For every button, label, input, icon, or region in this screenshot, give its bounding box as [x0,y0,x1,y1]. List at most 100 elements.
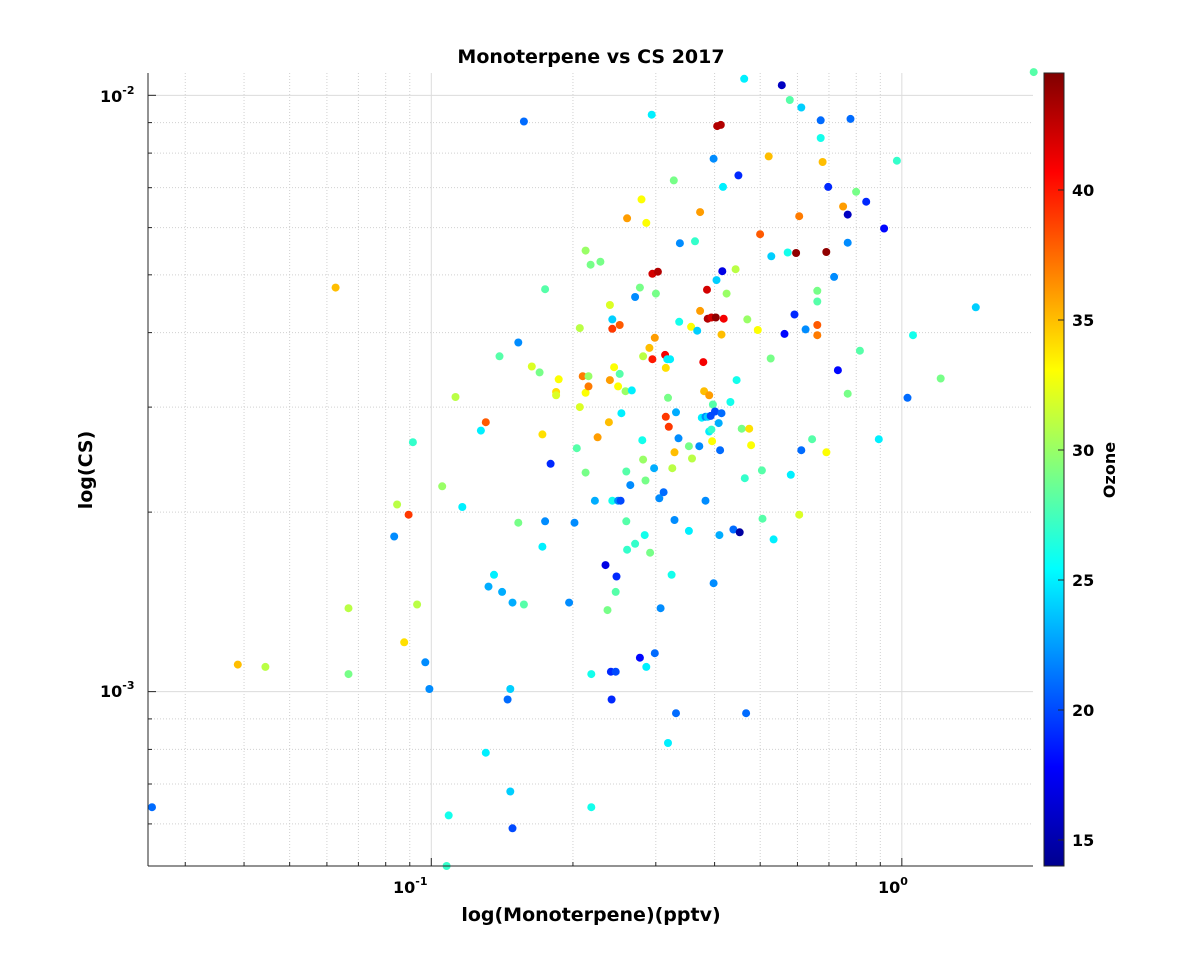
data-point-29 [508,598,517,607]
svg-text:10-2: 10-2 [100,84,135,106]
data-point-185 [753,326,762,334]
data-point-13 [425,685,434,693]
data-point-89 [631,539,640,548]
svg-text:10-3: 10-3 [100,679,135,701]
data-point-61 [596,257,605,266]
data-point-217 [833,366,842,375]
data-point-19 [476,426,485,435]
data-point-99 [642,218,651,227]
data-point-220 [843,238,852,247]
data-point-160 [712,276,721,285]
data-point-189 [764,152,773,161]
data-point-22 [484,582,493,591]
data-point-177 [735,528,744,537]
data-point-216 [830,272,839,281]
data-point-172 [726,398,735,406]
colorbar-ticks: 15 20 25 30 35 40 [1058,181,1094,850]
data-point-200 [795,212,804,221]
data-point-184 [747,441,756,450]
data-point-97 [640,531,649,540]
data-point-192 [769,535,778,544]
data-point-229 [903,393,912,402]
data-point-119 [664,739,672,747]
data-point-196 [785,96,794,104]
data-point-127 [672,408,680,417]
data-point-173 [729,525,738,534]
data-point-219 [843,389,852,398]
data-point-64 [604,418,613,427]
data-point-215 [824,182,833,191]
data-point-12 [421,658,430,667]
minor-grid [148,73,1033,866]
svg-text:100: 100 [878,875,908,897]
data-point-214 [822,448,831,457]
data-point-134 [687,322,696,331]
axis-ticks [148,94,903,866]
colorbar-tick-label: 40 [1072,181,1094,200]
data-point-34 [519,117,528,126]
data-point-176 [734,171,743,180]
data-point-58 [587,670,596,679]
data-point-113 [659,488,668,497]
data-point-108 [650,333,659,342]
data-point-130 [675,317,684,326]
data-point-78 [615,369,624,378]
data-point-187 [757,466,766,475]
data-point-77 [614,382,623,391]
data-point-3 [331,283,340,292]
data-point-201 [795,510,804,519]
data-point-82 [621,387,630,396]
data-point-230 [909,331,917,340]
data-point-131 [675,239,684,248]
data-point-28 [506,787,515,796]
data-point-38 [538,430,547,439]
data-point-202 [797,103,806,112]
data-point-136 [691,237,699,246]
data-point-44 [554,375,563,384]
data-point-154 [708,437,717,446]
data-point-1 [233,660,242,669]
data-point-123 [668,464,677,473]
data-point-227 [880,224,889,233]
data-point-158 [711,407,719,416]
data-point-225 [862,197,871,206]
data-point-91 [635,653,644,662]
data-point-193 [777,81,786,90]
data-point-41 [546,459,555,468]
data-point-203 [797,446,806,455]
data-point-129 [674,434,683,443]
data-point-222 [846,114,855,123]
data-point-33 [519,600,528,609]
data-point-103 [647,110,656,119]
data-point-40 [541,285,550,294]
data-point-55 [584,372,593,381]
data-point-145 [701,496,710,505]
data-point-17 [451,393,460,401]
data-point-87 [626,481,635,490]
data-point-11 [413,600,422,609]
data-point-101 [645,343,654,352]
data-point-35 [527,362,536,371]
data-point-125 [670,448,679,457]
chart-title: Monoterpene vs CS 2017 [457,46,724,68]
data-point-199 [792,249,801,257]
data-point-198 [790,310,799,319]
data-point-140 [696,306,705,315]
y-axis-label: log(CS) [75,431,97,510]
data-point-72 [610,363,619,372]
data-point-46 [570,518,579,527]
data-point-132 [684,442,693,451]
data-point-16 [444,811,453,820]
data-point-93 [637,195,646,204]
data-point-163 [715,531,724,540]
data-point-18 [458,503,467,511]
data-point-14 [438,482,447,491]
data-point-128 [672,709,680,718]
data-point-23 [490,570,498,579]
data-point-31 [514,338,523,347]
colorbar-label: Ozone [1100,442,1119,498]
data-point-53 [581,246,590,255]
data-point-21 [481,748,490,757]
data-point-100 [642,662,651,671]
data-point-84 [622,517,631,526]
